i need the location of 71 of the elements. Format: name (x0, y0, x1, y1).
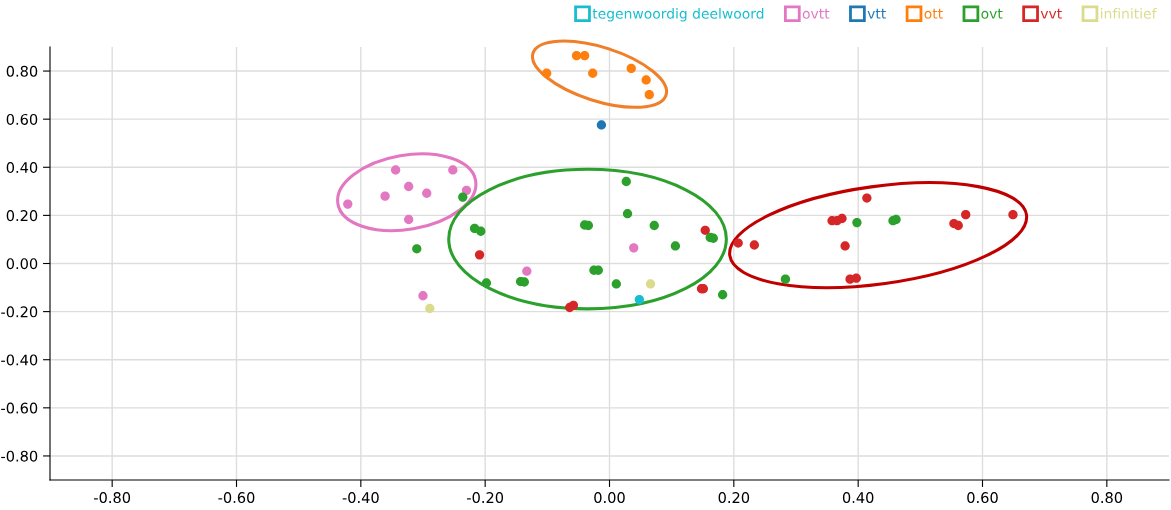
y-tick-label: 0.80 (6, 65, 38, 77)
y-tick-label: -0.40 (1, 354, 38, 366)
legend-label: infinitief (1101, 8, 1157, 19)
point (780, 274, 791, 284)
point (629, 243, 639, 253)
y-tick-label: 0.40 (6, 161, 38, 174)
point (837, 213, 847, 224)
point (476, 226, 486, 236)
point (700, 225, 710, 235)
point (611, 279, 621, 289)
point (644, 89, 654, 100)
legend-label: vvt (1040, 8, 1062, 19)
point (634, 294, 644, 305)
point (404, 181, 414, 192)
legend-label: ovt (981, 8, 1003, 19)
point (645, 279, 656, 289)
y-tick-label: -0.20 (1, 306, 38, 318)
legend-label: ovtt (802, 8, 830, 19)
point (626, 63, 636, 74)
point (749, 240, 760, 250)
point (458, 192, 468, 202)
point (404, 214, 414, 225)
x-tick-label: -0.20 (467, 492, 504, 504)
y-tick-label: 0.00 (6, 258, 38, 270)
point (840, 241, 850, 251)
point (571, 51, 582, 61)
point (953, 220, 963, 231)
point (733, 238, 743, 248)
point (596, 120, 607, 130)
point (522, 266, 532, 276)
legend-label: vtt (867, 8, 886, 19)
point (852, 217, 862, 228)
point (461, 185, 472, 196)
x-tick-label: -0.80 (94, 492, 131, 504)
y-tick-label: -0.80 (1, 450, 38, 462)
point (1008, 210, 1018, 220)
y-tick-label: 0.20 (6, 210, 38, 222)
x-tick-label: 0.20 (718, 492, 750, 504)
x-tick-label: 0.00 (594, 492, 625, 504)
point (418, 291, 428, 301)
legend-label: ott (924, 8, 943, 19)
point (422, 188, 432, 198)
point (649, 220, 659, 231)
point (425, 303, 435, 314)
point (474, 250, 485, 260)
point (542, 68, 552, 78)
point (481, 278, 492, 288)
x-tick-label: -0.60 (218, 492, 255, 504)
point (448, 165, 458, 175)
point (412, 244, 422, 254)
point (390, 165, 401, 175)
x-tick-label: 0.40 (842, 492, 874, 504)
point (862, 193, 872, 203)
x-tick-label: 0.80 (1091, 492, 1123, 504)
point (670, 241, 681, 251)
y-tick-label: -0.60 (1, 402, 38, 414)
point (621, 176, 631, 187)
point (622, 209, 633, 219)
y-tick-label: 0.60 (6, 113, 38, 125)
point (380, 191, 390, 201)
x-tick-label: 0.60 (967, 492, 998, 504)
legend-label: tegenwoordig deelwoord (592, 8, 764, 22)
point (851, 273, 861, 283)
point (641, 75, 651, 85)
point (343, 199, 353, 209)
point (568, 300, 579, 311)
point (717, 290, 728, 300)
point (588, 68, 598, 78)
point (579, 51, 590, 61)
point (961, 210, 971, 220)
x-tick-label: -0.40 (342, 492, 379, 504)
